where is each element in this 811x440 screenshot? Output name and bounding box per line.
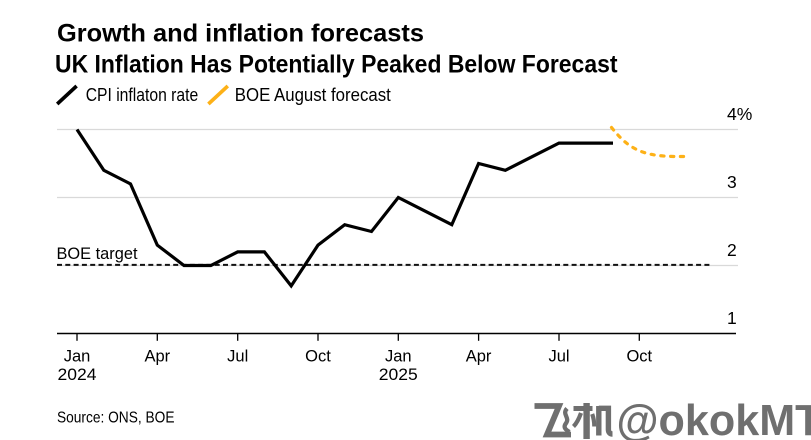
svg-text:Growth and inflation forecasts: Growth and inflation forecasts <box>57 19 424 47</box>
svg-text:Oct: Oct <box>305 348 331 366</box>
svg-text:Jul: Jul <box>227 348 248 366</box>
svg-text:Jan: Jan <box>385 348 412 366</box>
svg-text:2024: 2024 <box>58 366 97 384</box>
svg-text:Jan: Jan <box>64 348 91 366</box>
svg-text:BOE target: BOE target <box>57 245 138 263</box>
svg-text:Apr: Apr <box>144 348 170 366</box>
svg-text:2: 2 <box>727 240 737 260</box>
svg-text:1: 1 <box>727 308 737 328</box>
svg-text:Oct: Oct <box>626 348 652 366</box>
svg-text:BOE August forecast: BOE August forecast <box>235 85 391 105</box>
svg-text:2025: 2025 <box>379 366 418 384</box>
svg-text:4%: 4% <box>727 104 752 124</box>
svg-text:Source: ONS, BOE: Source: ONS, BOE <box>57 409 175 426</box>
svg-text:Jul: Jul <box>548 348 569 366</box>
svg-text:UK Inflation Has Potentially P: UK Inflation Has Potentially Peaked Belo… <box>55 50 618 78</box>
svg-text:Apr: Apr <box>466 348 492 366</box>
svg-text:CPI inflaton rate: CPI inflaton rate <box>86 85 199 105</box>
svg-text:@okokMT: @okokMT <box>617 396 811 440</box>
svg-text:3: 3 <box>727 172 737 192</box>
